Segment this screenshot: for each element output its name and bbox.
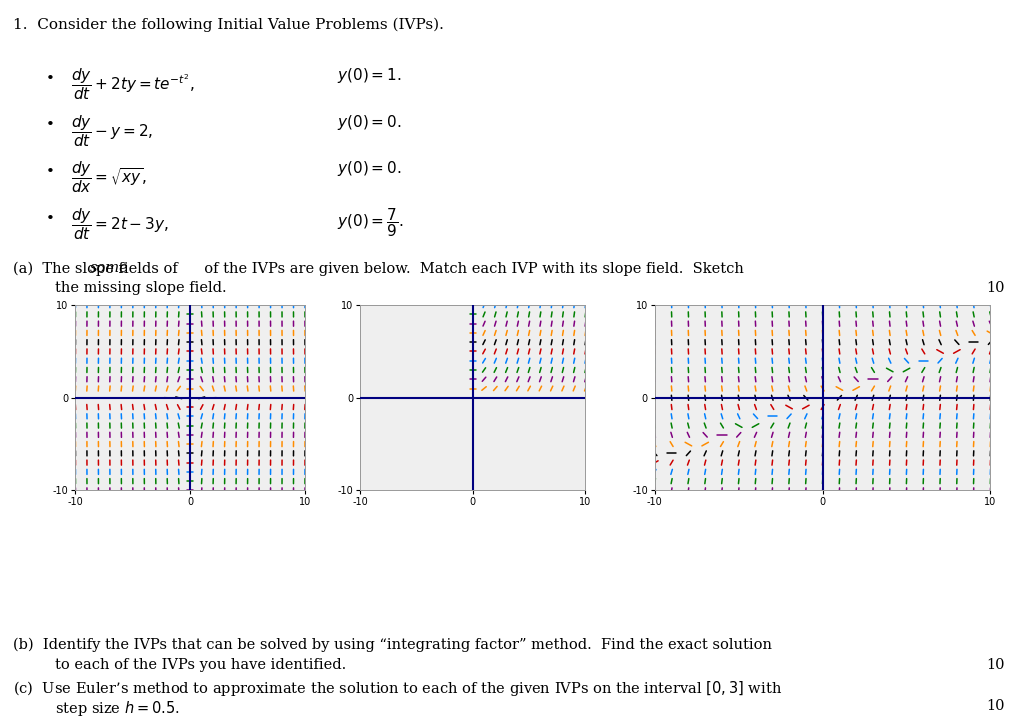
Text: (c)  Use Euler’s method to approximate the solution to each of the given IVPs on: (c) Use Euler’s method to approximate th… (13, 679, 782, 697)
Text: $y(0) = 0.$: $y(0) = 0.$ (336, 159, 400, 178)
Text: some: some (90, 261, 128, 275)
Text: •: • (46, 118, 55, 132)
Text: the missing slope field.: the missing slope field. (55, 281, 226, 295)
Text: 10: 10 (985, 658, 1004, 672)
Text: step size $h = 0.5$.: step size $h = 0.5$. (55, 699, 180, 718)
Text: •: • (46, 72, 55, 85)
Text: $\dfrac{dy}{dt} = 2t - 3y,$: $\dfrac{dy}{dt} = 2t - 3y,$ (71, 206, 169, 242)
Text: $y(0) = 0.$: $y(0) = 0.$ (336, 113, 400, 131)
Text: 10: 10 (985, 699, 1004, 713)
Text: 1.  Consider the following Initial Value Problems (IVPs).: 1. Consider the following Initial Value … (13, 18, 443, 32)
Text: $\dfrac{dy}{dt} - y = 2,$: $\dfrac{dy}{dt} - y = 2,$ (71, 113, 154, 149)
Text: $y(0) = 1.$: $y(0) = 1.$ (336, 66, 400, 85)
Text: $\dfrac{dy}{dx} = \sqrt{xy},$: $\dfrac{dy}{dx} = \sqrt{xy},$ (71, 159, 147, 195)
Text: $\dfrac{dy}{dt} + 2ty = te^{-t^2},$: $\dfrac{dy}{dt} + 2ty = te^{-t^2},$ (71, 66, 195, 102)
Text: (a)  The slope fields of        of the IVPs are given below.  Match each IVP wit: (a) The slope fields of of the IVPs are … (13, 261, 744, 276)
Text: 10: 10 (985, 281, 1004, 295)
Text: •: • (46, 165, 55, 179)
Text: to each of the IVPs you have identified.: to each of the IVPs you have identified. (55, 658, 346, 672)
Text: $y(0) = \dfrac{7}{9}.$: $y(0) = \dfrac{7}{9}.$ (336, 206, 403, 239)
Text: (b)  Identify the IVPs that can be solved by using “integrating factor” method. : (b) Identify the IVPs that can be solved… (13, 638, 771, 652)
Text: •: • (46, 212, 55, 225)
